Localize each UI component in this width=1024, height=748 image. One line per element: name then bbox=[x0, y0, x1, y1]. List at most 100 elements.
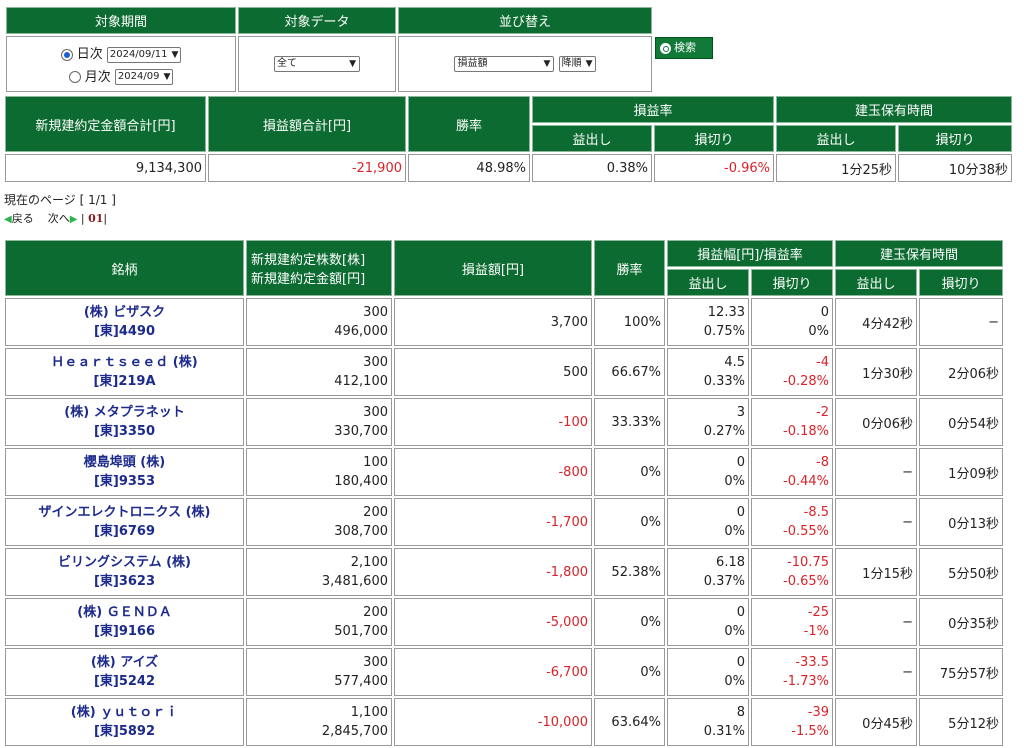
shares-value: 2,100 bbox=[350, 555, 388, 570]
loss-time-value: 0分54秒 bbox=[919, 398, 1003, 446]
stock-code-link[interactable]: [東]9353 bbox=[93, 474, 156, 489]
monthly-date-select[interactable]: 2024/09 ▼ bbox=[114, 69, 174, 85]
hold-time-header: 建玉保有時間 bbox=[835, 240, 1003, 267]
shares-value: 1,100 bbox=[350, 705, 388, 720]
pl-value: 3,700 bbox=[394, 298, 592, 346]
shares-value: 200 bbox=[363, 505, 388, 520]
next-link[interactable]: 次へ bbox=[47, 212, 70, 225]
monthly-radio[interactable] bbox=[68, 71, 81, 83]
table-row: (株) ＧＥＮＤＡ [東]9166 200 501,700 -5,000 0% 0 0% -25… bbox=[5, 598, 1003, 646]
stock-name-link[interactable]: (株) ＧＥＮＤＡ bbox=[77, 605, 172, 620]
stock-code-link[interactable]: [東]5242 bbox=[93, 674, 156, 689]
loss-rate-value: -1% bbox=[803, 624, 829, 639]
profit-time-value: 1分25秒 bbox=[776, 154, 896, 182]
loss-rate-value: -0.18% bbox=[783, 424, 829, 439]
loss-range-value: -10.75 bbox=[787, 555, 829, 570]
profit-range-header: 益出し bbox=[667, 269, 749, 296]
stock-code-link[interactable]: [東]6769 bbox=[93, 524, 156, 539]
loss-rate-value: -0.44% bbox=[783, 474, 829, 489]
profit-rate-value: 0% bbox=[724, 524, 745, 539]
sort-header: 並び替え bbox=[398, 7, 652, 34]
loss-range-value: -39 bbox=[807, 705, 829, 720]
profit-range-cell: 0 0% bbox=[667, 598, 749, 646]
amount-value: 496,000 bbox=[334, 324, 388, 339]
chevron-down-icon: ▼ bbox=[171, 49, 179, 60]
stock-header: 銘柄 bbox=[5, 240, 244, 296]
stock-name-link[interactable]: (株) ビザスク bbox=[83, 305, 166, 320]
pl-value: -1,700 bbox=[394, 498, 592, 546]
loss-time-value: 5分12秒 bbox=[919, 698, 1003, 746]
order-select[interactable]: 降順 ▼ bbox=[558, 56, 596, 72]
loss-range-value: 0 bbox=[820, 305, 829, 320]
pl-value: -6,700 bbox=[394, 648, 592, 696]
stock-code-link[interactable]: [東]4490 bbox=[93, 324, 156, 339]
data-select[interactable]: 全て ▼ bbox=[274, 56, 360, 72]
chevron-down-icon: ▼ bbox=[543, 59, 551, 69]
profit-range-cell: 0 0% bbox=[667, 648, 749, 696]
search-button-label: 検索 bbox=[674, 41, 696, 54]
chevron-down-icon: ▼ bbox=[349, 59, 356, 69]
loss-range-value: -33.5 bbox=[795, 655, 829, 670]
profit-time-value: − bbox=[835, 648, 917, 696]
profit-range-value: 0 bbox=[736, 455, 745, 470]
loss-time-header: 損切り bbox=[919, 269, 1003, 296]
daily-date-select[interactable]: 2024/09/11 ▼ bbox=[106, 46, 182, 63]
shares-amount-cell: 1,100 2,845,700 bbox=[246, 698, 392, 746]
stock-name-link[interactable]: (株) アイズ bbox=[90, 655, 159, 670]
table-row: (株) メタプラネット [東]3350 300 330,700 -100 33.33% 3 0… bbox=[5, 398, 1003, 446]
next-arrow-icon: ▶ bbox=[69, 214, 78, 225]
page-number[interactable]: 01 bbox=[88, 212, 104, 225]
shares-amount-cell: 300 577,400 bbox=[246, 648, 392, 696]
stock-name-link[interactable]: Ｈｅａｒｔｓｅｅｄ (株) bbox=[51, 355, 198, 370]
win-rate-header: 勝率 bbox=[408, 96, 530, 152]
amount-value: 2,845,700 bbox=[321, 724, 388, 739]
loss-time-value: − bbox=[919, 298, 1003, 346]
table-row: (株) ｙｕｔｏｒｉ [東]5892 1,100 2,845,700 -10,000 63… bbox=[5, 698, 1003, 746]
profit-time-value: 1分30秒 bbox=[835, 348, 917, 396]
stock-code-link[interactable]: [東]5892 bbox=[93, 724, 156, 739]
profit-rate-value: 0% bbox=[724, 674, 745, 689]
stock-code-link[interactable]: [東]3350 bbox=[93, 424, 156, 439]
search-button[interactable]: 検索 bbox=[655, 37, 713, 59]
table-row: Ｈｅａｒｔｓｅｅｄ (株) [東]219A 300 412,100 500 66.67% 4… bbox=[5, 348, 1003, 396]
back-arrow-icon: ◀ bbox=[4, 214, 12, 225]
pl-value: -100 bbox=[394, 398, 592, 446]
stock-code-link[interactable]: [東]9166 bbox=[93, 624, 156, 639]
profit-time-value: − bbox=[835, 448, 917, 496]
daily-radio[interactable] bbox=[60, 48, 73, 61]
loss-rate-header: 損切り bbox=[654, 125, 774, 152]
loss-range-header: 損切り bbox=[751, 269, 833, 296]
profit-range-cell: 0 0% bbox=[667, 498, 749, 546]
win-rate-value: 0% bbox=[594, 448, 665, 496]
profit-range-cell: 3 0.27% bbox=[667, 398, 749, 446]
profit-rate-value: 0.27% bbox=[703, 424, 745, 439]
table-row: (株) ビザスク [東]4490 300 496,000 3,700 100% 12.33 0… bbox=[5, 298, 1003, 346]
summary-table: 新規建約定金額合計[円] 損益額合計[円] 勝率 損益率 建玉保有時間 益出し … bbox=[3, 94, 1014, 184]
stock-cell: ザインエレクトロニクス (株) [東]6769 bbox=[5, 498, 244, 546]
loss-time-value: 1分09秒 bbox=[919, 448, 1003, 496]
table-row: ビリングシステム (株) [東]3623 2,100 3,481,600 -1,800 5… bbox=[5, 548, 1003, 596]
win-rate-value: 0% bbox=[594, 498, 665, 546]
stock-name-link[interactable]: 櫻島埠頭 (株) bbox=[83, 455, 166, 470]
stock-name-link[interactable]: ザインエレクトロニクス (株) bbox=[38, 505, 211, 520]
amount-value: 308,700 bbox=[334, 524, 388, 539]
stock-name-link[interactable]: (株) ｙｕｔｏｒｉ bbox=[70, 705, 179, 720]
profit-range-value: 4.5 bbox=[724, 355, 745, 370]
pl-value: -5,000 bbox=[394, 598, 592, 646]
profit-range-cell: 4.5 0.33% bbox=[667, 348, 749, 396]
amount-header: 新規建約定金額[円] bbox=[251, 272, 366, 287]
stock-name-link[interactable]: ビリングシステム (株) bbox=[57, 555, 192, 570]
profit-range-value: 0 bbox=[736, 505, 745, 520]
pl-value: -800 bbox=[394, 448, 592, 496]
shares-amount-cell: 200 501,700 bbox=[246, 598, 392, 646]
shares-amount-cell: 300 330,700 bbox=[246, 398, 392, 446]
loss-rate-value: -0.65% bbox=[783, 574, 829, 589]
win-rate-value: 48.98% bbox=[408, 154, 530, 182]
stock-name-link[interactable]: (株) メタプラネット bbox=[64, 405, 185, 420]
filter-table: 対象期間 対象データ 並び替え 日次 2024/09/11 ▼ 月次 2024/0… bbox=[4, 5, 654, 94]
stock-code-link[interactable]: [東]3623 bbox=[93, 574, 156, 589]
back-link[interactable]: 戻る bbox=[11, 212, 34, 225]
sort-select[interactable]: 損益額 ▼ bbox=[454, 56, 555, 72]
shares-value: 300 bbox=[363, 655, 388, 670]
stock-code-link[interactable]: [東]219A bbox=[93, 374, 156, 389]
